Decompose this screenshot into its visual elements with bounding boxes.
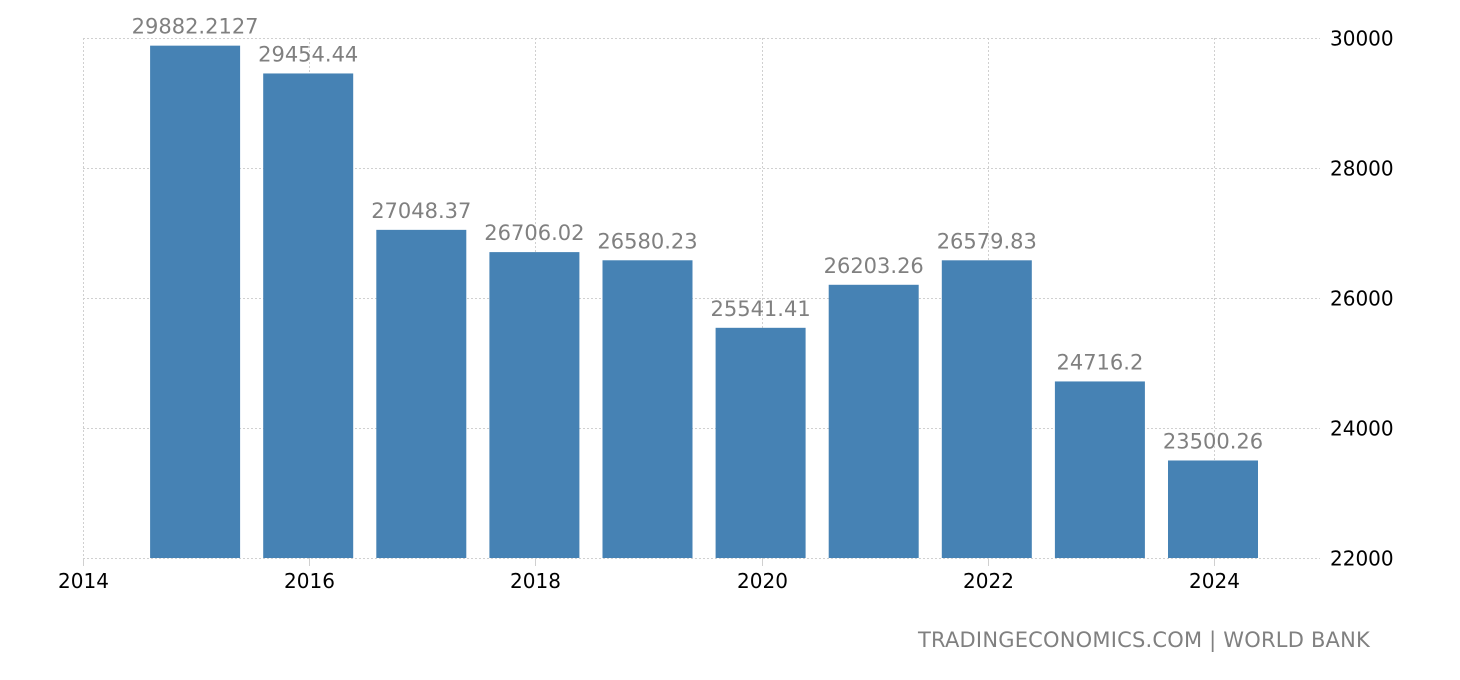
bars — [150, 45, 1258, 559]
source-attribution: TRADINGECONOMICS.COM | WORLD BANK — [918, 628, 1370, 652]
value-label: 26203.26 — [824, 254, 924, 278]
value-label: 29882.2127 — [132, 15, 259, 39]
y-tick-label: 28000 — [1330, 157, 1394, 181]
y-axis: 22000 24000 26000 28000 30000 — [1330, 27, 1394, 571]
bar-2023 — [1054, 381, 1145, 558]
x-axis: 2014 2016 2018 2020 2022 2024 — [58, 569, 1240, 593]
x-tick-label: 2020 — [737, 569, 788, 593]
bar-2019 — [602, 260, 693, 558]
value-label: 26579.83 — [937, 229, 1037, 253]
y-tick-label: 22000 — [1330, 547, 1394, 571]
y-tick-label: 26000 — [1330, 287, 1394, 311]
value-label: 26580.23 — [597, 229, 697, 253]
x-tick-label: 2022 — [963, 569, 1014, 593]
bar-2018 — [489, 252, 580, 558]
value-labels: 29882.2127 29454.44 27048.37 26706.02 26580.… — [132, 15, 1263, 454]
value-label: 27048.37 — [371, 199, 471, 223]
y-tick-label: 24000 — [1330, 417, 1394, 441]
x-tick-label: 2018 — [510, 569, 561, 593]
bar-2016 — [263, 73, 354, 559]
bar-2021 — [828, 284, 919, 558]
bar-2024 — [1168, 460, 1258, 558]
x-tick-label: 2014 — [58, 569, 109, 593]
value-label: 25541.41 — [710, 297, 810, 321]
value-label: 26706.02 — [484, 221, 584, 245]
y-tick-label: 30000 — [1330, 27, 1394, 51]
value-label: 24716.2 — [1056, 350, 1143, 374]
value-label: 29454.44 — [258, 42, 358, 66]
bar-2015 — [150, 45, 241, 558]
bar-2017 — [376, 229, 467, 558]
value-label: 23500.26 — [1163, 429, 1263, 453]
x-tick-label: 2024 — [1189, 569, 1240, 593]
bar-2022 — [941, 260, 1032, 558]
bar-2020 — [715, 327, 806, 558]
x-tick-label: 2016 — [284, 569, 335, 593]
